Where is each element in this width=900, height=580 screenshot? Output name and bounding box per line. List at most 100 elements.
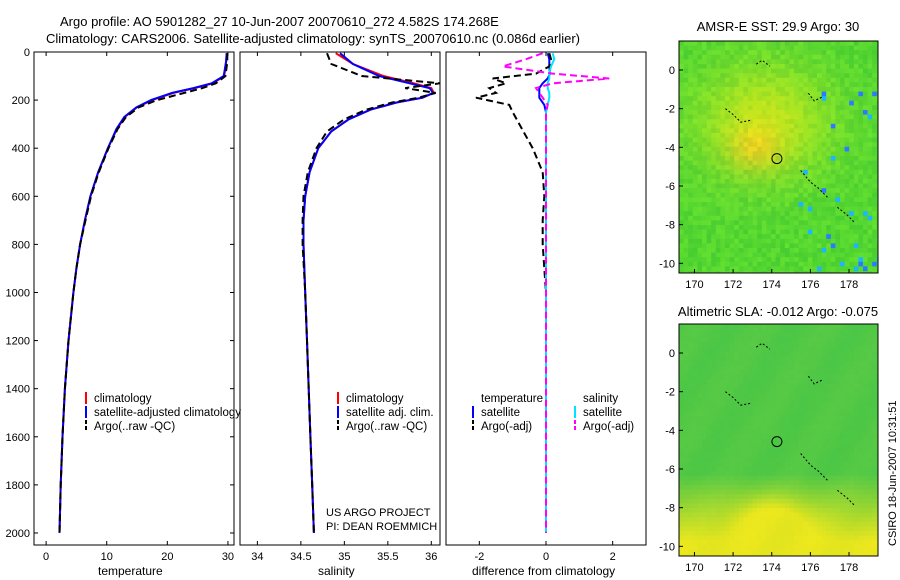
heatmap-cell	[872, 526, 878, 532]
heatmap-cell	[803, 443, 809, 449]
heatmap-cell	[688, 114, 694, 120]
heatmap-cell	[720, 82, 726, 88]
heatmap-cell	[766, 197, 772, 203]
heatmap-cell	[702, 448, 707, 454]
heatmap-cell	[752, 324, 758, 329]
heatmap-cell	[849, 540, 855, 546]
heatmap-cell	[752, 462, 758, 467]
heatmap-cell	[835, 480, 841, 486]
heatmap-cell	[853, 540, 859, 546]
heatmap-cell	[706, 397, 712, 403]
heatmap-cell	[711, 133, 717, 138]
heatmap-cell	[725, 41, 730, 46]
heatmap-cell	[725, 535, 730, 541]
heatmap-cell	[858, 434, 864, 440]
heatmap-cell	[761, 82, 767, 88]
heatmap-cell	[757, 406, 763, 412]
heatmap-cell	[780, 480, 786, 486]
heatmap-cell	[835, 137, 841, 143]
heatmap-cell	[752, 54, 758, 60]
heatmap-cell	[734, 271, 740, 273]
heatmap-cell	[775, 448, 781, 454]
heatmap-cell	[849, 202, 855, 207]
heatmap-cell	[715, 137, 721, 143]
heatmap-cell	[794, 420, 799, 426]
heatmap-cell	[853, 526, 859, 532]
heatmap-cell	[697, 416, 703, 421]
heatmap-cell	[734, 142, 740, 148]
heatmap-cell	[711, 114, 717, 120]
heatmap-cell	[876, 342, 878, 348]
heatmap-cell	[738, 439, 744, 444]
heatmap-cell	[872, 540, 878, 546]
heatmap-cell	[821, 443, 827, 449]
legend-sal-satellite: satellite	[583, 407, 622, 419]
heatmap-cell	[853, 448, 859, 454]
heatmap-cell	[720, 434, 726, 440]
heatmap-cell	[743, 443, 749, 449]
heatmap-cell	[771, 188, 776, 194]
heatmap-cell	[697, 257, 703, 263]
heatmap-cell	[761, 202, 767, 207]
heatmap-cell	[830, 328, 836, 334]
heatmap-cell	[775, 485, 781, 490]
heatmap-cell	[863, 114, 868, 120]
heatmap-cell	[867, 192, 873, 198]
heatmap-cell	[830, 183, 836, 189]
heatmap-cell	[826, 554, 832, 556]
heatmap-cell	[683, 137, 689, 143]
heatmap-cell	[780, 549, 786, 555]
heatmap-cell	[835, 206, 841, 212]
heatmap-cell	[872, 406, 878, 412]
heatmap-cell	[771, 192, 776, 198]
heatmap-cell	[789, 521, 795, 527]
heatmap-cell	[858, 54, 864, 60]
heatmap-cell	[766, 271, 772, 273]
heatmap-cell	[844, 494, 850, 500]
heatmap-cell	[738, 142, 744, 148]
heatmap-cell	[863, 137, 868, 143]
heatmap-cell	[725, 379, 730, 385]
heatmap-cell	[803, 337, 809, 343]
heatmap-cell	[807, 540, 813, 546]
heatmap-cell	[720, 406, 726, 412]
heatmap-cell	[807, 402, 813, 408]
heatmap-cell	[679, 485, 684, 490]
heatmap-cell	[679, 271, 684, 273]
heatmap-cell	[771, 142, 776, 148]
heatmap-cell	[867, 169, 873, 175]
heatmap-cell	[826, 243, 832, 249]
heatmap-cell	[867, 379, 873, 385]
heatmap-cell	[711, 397, 717, 403]
heatmap-cell	[849, 105, 855, 111]
heatmap-cell	[757, 365, 763, 371]
heatmap-cell	[720, 179, 726, 184]
heatmap-cell	[789, 160, 795, 166]
heatmap-cell	[679, 471, 684, 477]
heatmap-cell	[872, 480, 878, 486]
heatmap-cell	[840, 512, 845, 518]
heatmap-cell	[766, 257, 772, 263]
heatmap-cell	[789, 261, 795, 267]
heatmap-cell	[752, 206, 758, 212]
heatmap-cell	[803, 91, 809, 97]
heatmap-cell	[725, 443, 730, 449]
heatmap-cell	[720, 471, 726, 477]
heatmap-cell	[807, 68, 813, 74]
heatmap-cell	[775, 360, 781, 366]
heatmap-cell	[812, 64, 818, 69]
heatmap-cell	[692, 475, 698, 481]
heatmap-cell	[775, 87, 781, 92]
heatmap-cell	[867, 347, 873, 352]
heatmap-cell	[748, 554, 753, 556]
heatmap-cell	[697, 521, 703, 527]
heatmap-cell	[867, 489, 873, 495]
heatmap-cell	[761, 540, 767, 546]
heatmap-cell	[812, 388, 818, 394]
heatmap-cell	[780, 475, 786, 481]
heatmap-cell	[752, 383, 758, 389]
heatmap-cell	[702, 521, 707, 527]
heatmap-cell	[872, 54, 878, 60]
heatmap-cell	[858, 466, 864, 472]
